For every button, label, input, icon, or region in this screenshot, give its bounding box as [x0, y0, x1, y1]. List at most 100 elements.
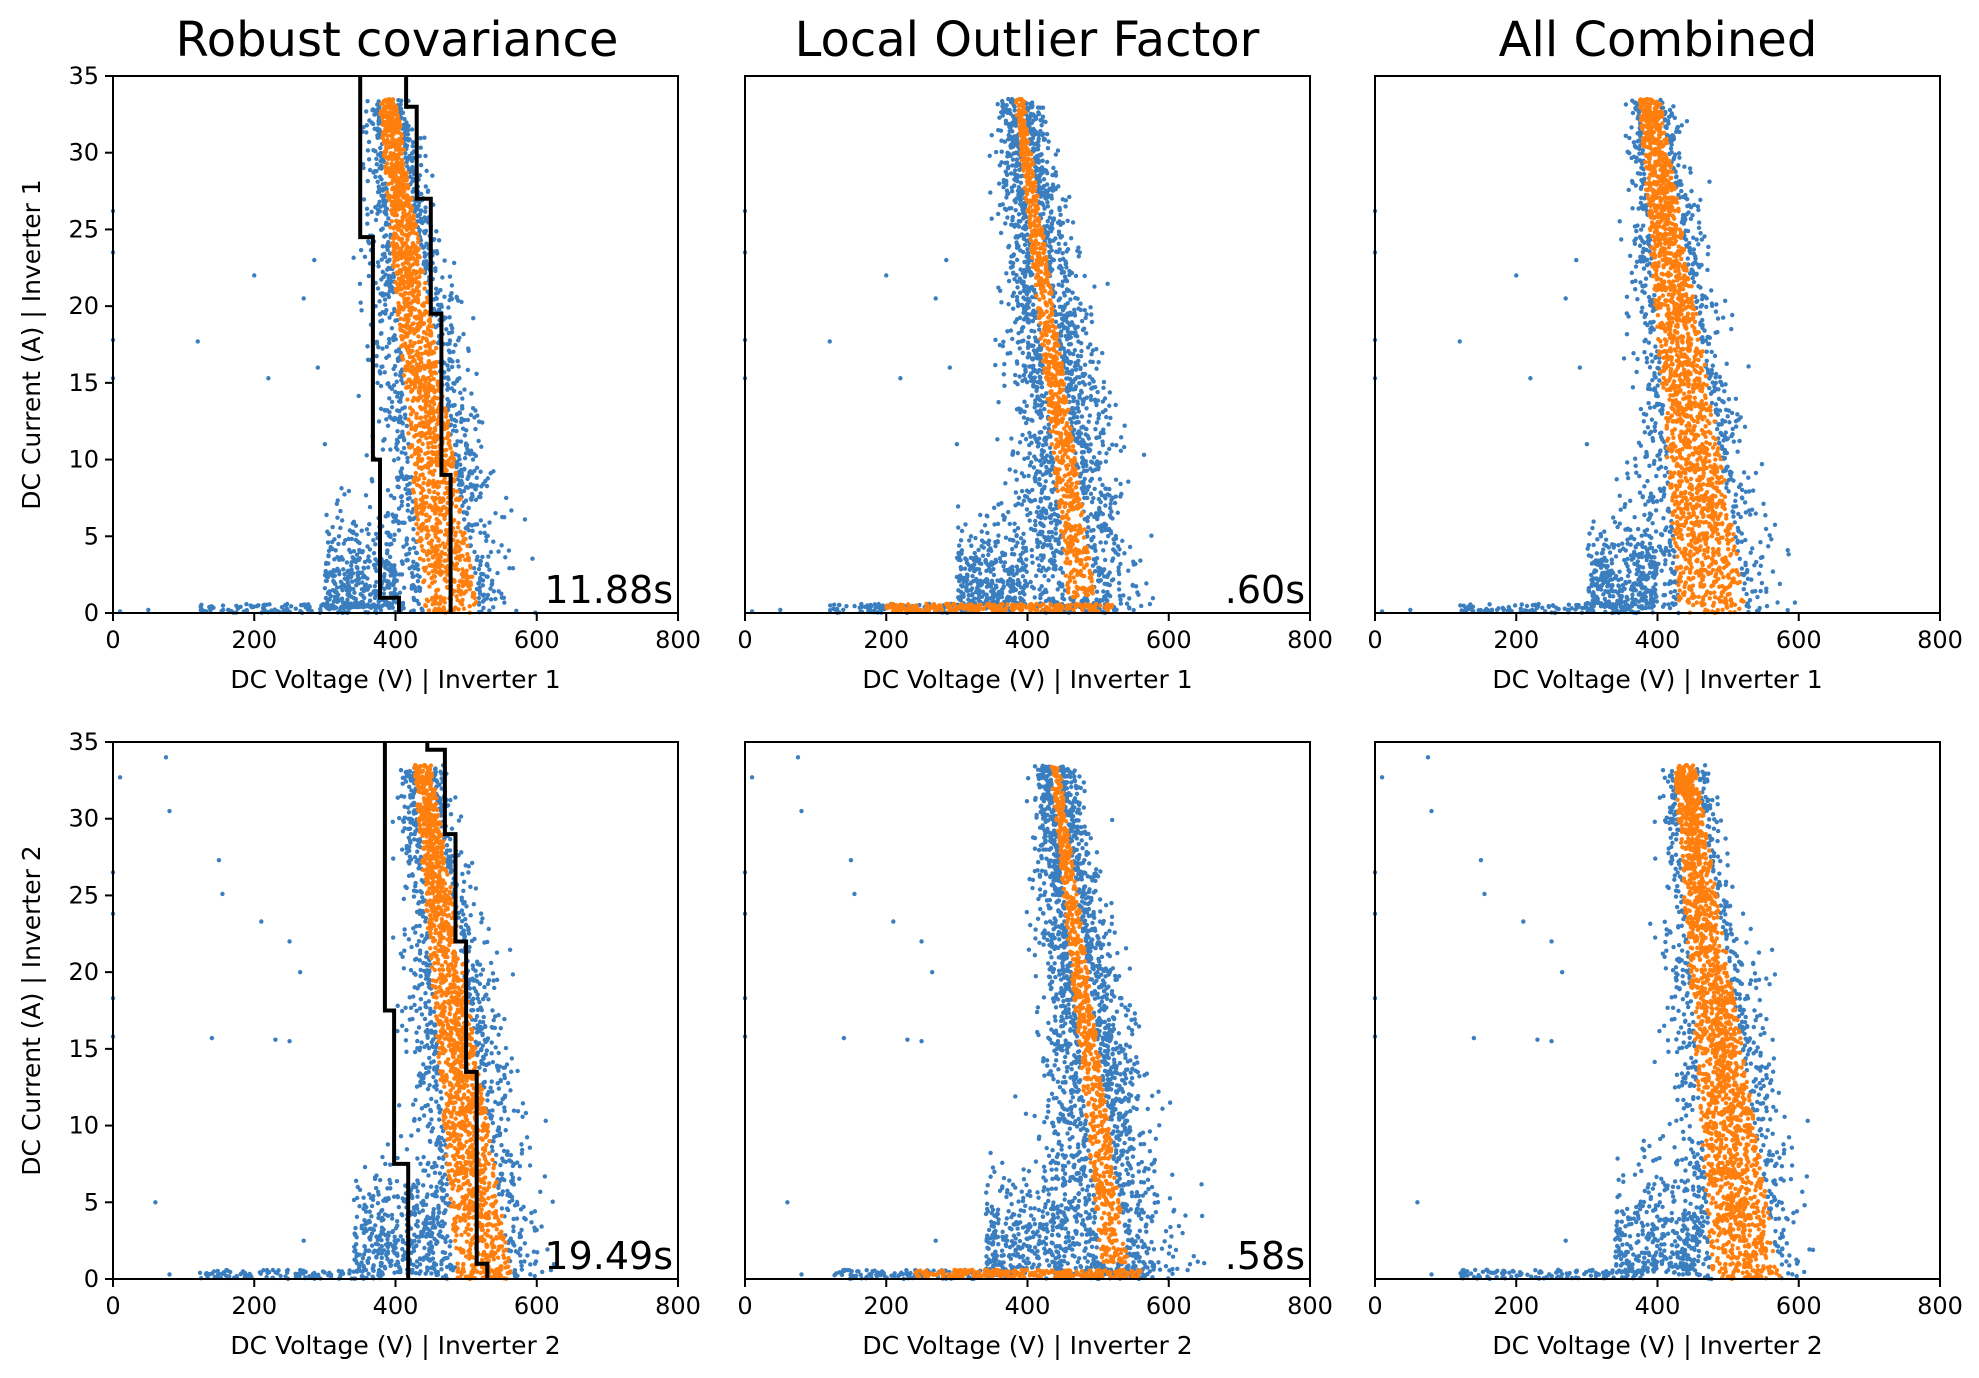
outlier-point [1131, 583, 1135, 587]
outlier-point [1004, 180, 1008, 184]
inlier-point [433, 545, 437, 549]
outlier-point [1034, 472, 1038, 476]
outlier-point [1097, 451, 1101, 455]
inlier-point [469, 582, 473, 586]
outlier-point [1100, 483, 1104, 487]
outlier-point [1051, 551, 1055, 555]
outlier-point [973, 536, 977, 540]
outlier-point [990, 133, 994, 137]
inlier-point [380, 116, 384, 120]
outlier-point [1038, 408, 1042, 412]
outlier-point [1062, 270, 1066, 274]
outlier-point [1122, 445, 1126, 449]
outlier-point [364, 493, 368, 497]
outlier-point [1003, 481, 1007, 485]
outlier-point [1029, 376, 1033, 380]
outlier-point [366, 179, 370, 183]
outlier-point [1000, 149, 1004, 153]
inlier-point [384, 133, 388, 137]
outlier-point [1027, 121, 1031, 125]
outlier-point [443, 316, 447, 320]
inlier-point [391, 263, 395, 267]
inlier-point [395, 254, 399, 258]
outlier-point [1090, 477, 1094, 481]
outlier-point [397, 506, 401, 510]
inlier-point [430, 450, 434, 454]
outlier-point [1054, 152, 1058, 156]
outlier-point [405, 483, 409, 487]
outlier-point [1071, 331, 1075, 335]
outlier-point [396, 519, 400, 523]
outlier-point [1020, 339, 1024, 343]
outlier-point [407, 551, 411, 555]
outlier-point [330, 547, 334, 551]
inlier-point [454, 594, 458, 598]
outlier-point [1005, 172, 1009, 176]
inlier-point [414, 522, 418, 526]
outlier-point [405, 542, 409, 546]
outlier-point [395, 429, 399, 433]
outlier-point [1013, 373, 1017, 377]
inlier-point [426, 445, 430, 449]
inlier-point [431, 528, 435, 532]
outlier-point [338, 509, 342, 513]
inlier-point [417, 292, 421, 296]
outlier-point [399, 378, 403, 382]
inlier-point [402, 301, 406, 305]
inlier-point [391, 107, 395, 111]
inlier-point [389, 145, 393, 149]
inlier-point [398, 317, 402, 321]
outlier-point [1042, 574, 1046, 578]
y-tick-label: 20 [68, 292, 99, 320]
outlier-point [1068, 377, 1072, 381]
outlier-point [331, 574, 335, 578]
outlier-point [1077, 409, 1081, 413]
outlier-point [1020, 433, 1024, 437]
outlier-point [988, 190, 992, 194]
outlier-point [434, 287, 438, 291]
outlier-point [1033, 595, 1037, 599]
outlier-point [1106, 422, 1110, 426]
outlier-point [1040, 510, 1044, 514]
outlier-point [453, 424, 457, 428]
outlier-point [1114, 443, 1118, 447]
outlier-point [477, 596, 481, 600]
outlier-point [435, 296, 439, 300]
outlier-point [1025, 404, 1029, 408]
outlier-point [1125, 601, 1129, 605]
outlier-point [1057, 581, 1061, 585]
inlier-point [434, 346, 438, 350]
outlier-point [1119, 435, 1123, 439]
inlier-point [436, 492, 440, 496]
outlier-point [475, 466, 479, 470]
inlier-point [408, 339, 412, 343]
y-tick-label: 25 [68, 215, 99, 243]
inlier-point [433, 532, 437, 536]
outlier-point [1079, 341, 1083, 345]
outlier-point [307, 605, 311, 609]
outlier-point [464, 451, 468, 455]
outlier-point [1023, 274, 1027, 278]
outlier-point [511, 566, 515, 570]
outlier-point [1090, 377, 1094, 381]
outlier-point [410, 159, 414, 163]
outlier-point [471, 316, 475, 320]
outlier-point [383, 370, 387, 374]
inlier-point [392, 200, 396, 204]
inlier-point [405, 347, 409, 351]
outlier-point [1074, 367, 1078, 371]
outlier-point [1049, 468, 1053, 472]
outlier-point [1035, 556, 1039, 560]
outlier-point [1058, 213, 1062, 217]
inlier-point [407, 224, 411, 228]
outlier-point [393, 364, 397, 368]
inlier-point [406, 195, 410, 199]
inlier-point [435, 437, 439, 441]
outlier-point [382, 234, 386, 238]
inlier-point [456, 584, 460, 588]
outlier-point [482, 523, 486, 527]
inlier-point [415, 262, 419, 266]
inlier-point [400, 158, 404, 162]
outlier-point [403, 405, 407, 409]
outlier-point [339, 486, 343, 490]
